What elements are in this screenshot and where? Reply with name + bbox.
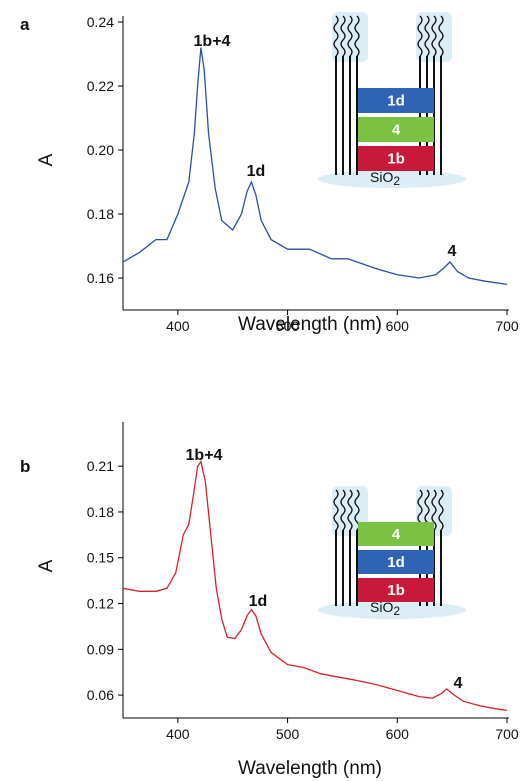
alkyl-chain <box>347 489 353 531</box>
y-tick-label: 0.18 <box>87 206 114 222</box>
peak-label: 4 <box>448 243 457 260</box>
layer-label: 1b <box>387 151 405 168</box>
alkyl-chain <box>438 489 444 531</box>
substrate-text: SiO <box>370 599 393 615</box>
x-axis-title: Wavelength (nm) <box>238 758 382 779</box>
layer <box>358 578 434 602</box>
x-tick-label: 400 <box>166 726 190 742</box>
y-tick-label: 0.15 <box>87 550 114 566</box>
x-tick-label: 700 <box>495 726 519 742</box>
substrate-subscript: 2 <box>393 604 400 618</box>
chain-glow <box>332 12 368 62</box>
layer-label: 4 <box>392 122 401 139</box>
y-tick-label: 0.09 <box>87 641 114 657</box>
alkyl-chain <box>424 15 430 57</box>
alkyl-chain <box>417 15 423 57</box>
spectrum-line <box>122 460 508 712</box>
substrate <box>318 170 466 188</box>
y-tick-label: 0.24 <box>87 14 114 30</box>
panel: a 0.16 0.18 0.20 0.22 0.24 400 500 600 700 Wavelen… <box>20 12 519 335</box>
alkyl-chain <box>340 489 346 531</box>
alkyl-chain <box>438 15 444 57</box>
layer <box>358 522 434 546</box>
x-axis-title: Wavelength (nm) <box>238 314 382 335</box>
y-axis-title: A <box>36 153 57 166</box>
alkyl-chain <box>333 489 339 531</box>
layer-label: 1d <box>387 554 405 571</box>
layer <box>358 88 434 113</box>
layer <box>358 146 434 171</box>
panel-letter: b <box>20 457 30 476</box>
peak-label: 1b+4 <box>186 447 223 464</box>
peak-label: 4 <box>454 675 463 692</box>
layer-label: 1b <box>387 582 405 599</box>
x-tick-label: 600 <box>386 318 410 334</box>
substrate <box>318 601 466 619</box>
alkyl-chain <box>431 15 437 57</box>
substrate-label: SiO2 <box>370 599 400 618</box>
layer <box>358 117 434 142</box>
layer <box>358 550 434 574</box>
substrate-text: SiO <box>370 169 393 185</box>
y-axis-title: A <box>36 559 57 572</box>
alkyl-chain <box>354 15 360 57</box>
alkyl-chain <box>340 15 346 57</box>
panel-letter: a <box>20 15 30 34</box>
y-tick-label: 0.18 <box>87 504 114 520</box>
y-tick-label: 0.06 <box>87 687 114 703</box>
substrate-label: SiO2 <box>370 169 400 188</box>
y-tick-label: 0.12 <box>87 596 114 612</box>
peak-label: 1b+4 <box>194 33 231 50</box>
layer-label: 1d <box>387 93 405 110</box>
alkyl-chain <box>431 489 437 531</box>
y-tick-label: 0.21 <box>87 458 114 474</box>
x-tick-label: 700 <box>495 318 519 334</box>
panel: b 0.06 0.09 0.12 0.15 0.18 0.21 400 500 600 700 Wav… <box>20 422 519 779</box>
substrate-subscript: 2 <box>393 174 400 188</box>
peak-label: 1d <box>249 593 268 610</box>
x-tick-label: 600 <box>386 726 410 742</box>
x-tick-label: 400 <box>166 318 190 334</box>
y-tick-label: 0.20 <box>87 142 114 158</box>
y-tick-label: 0.16 <box>87 270 114 286</box>
y-tick-label: 0.22 <box>87 78 114 94</box>
spectrum-line <box>122 47 508 286</box>
x-tick-label: 500 <box>276 318 300 334</box>
alkyl-chain <box>333 15 339 57</box>
layer-label: 4 <box>392 526 401 543</box>
alkyl-chain <box>347 15 353 57</box>
alkyl-chain <box>354 489 360 531</box>
peak-label: 1d <box>247 163 266 180</box>
x-tick-label: 500 <box>276 726 300 742</box>
chain-glow <box>416 12 452 62</box>
